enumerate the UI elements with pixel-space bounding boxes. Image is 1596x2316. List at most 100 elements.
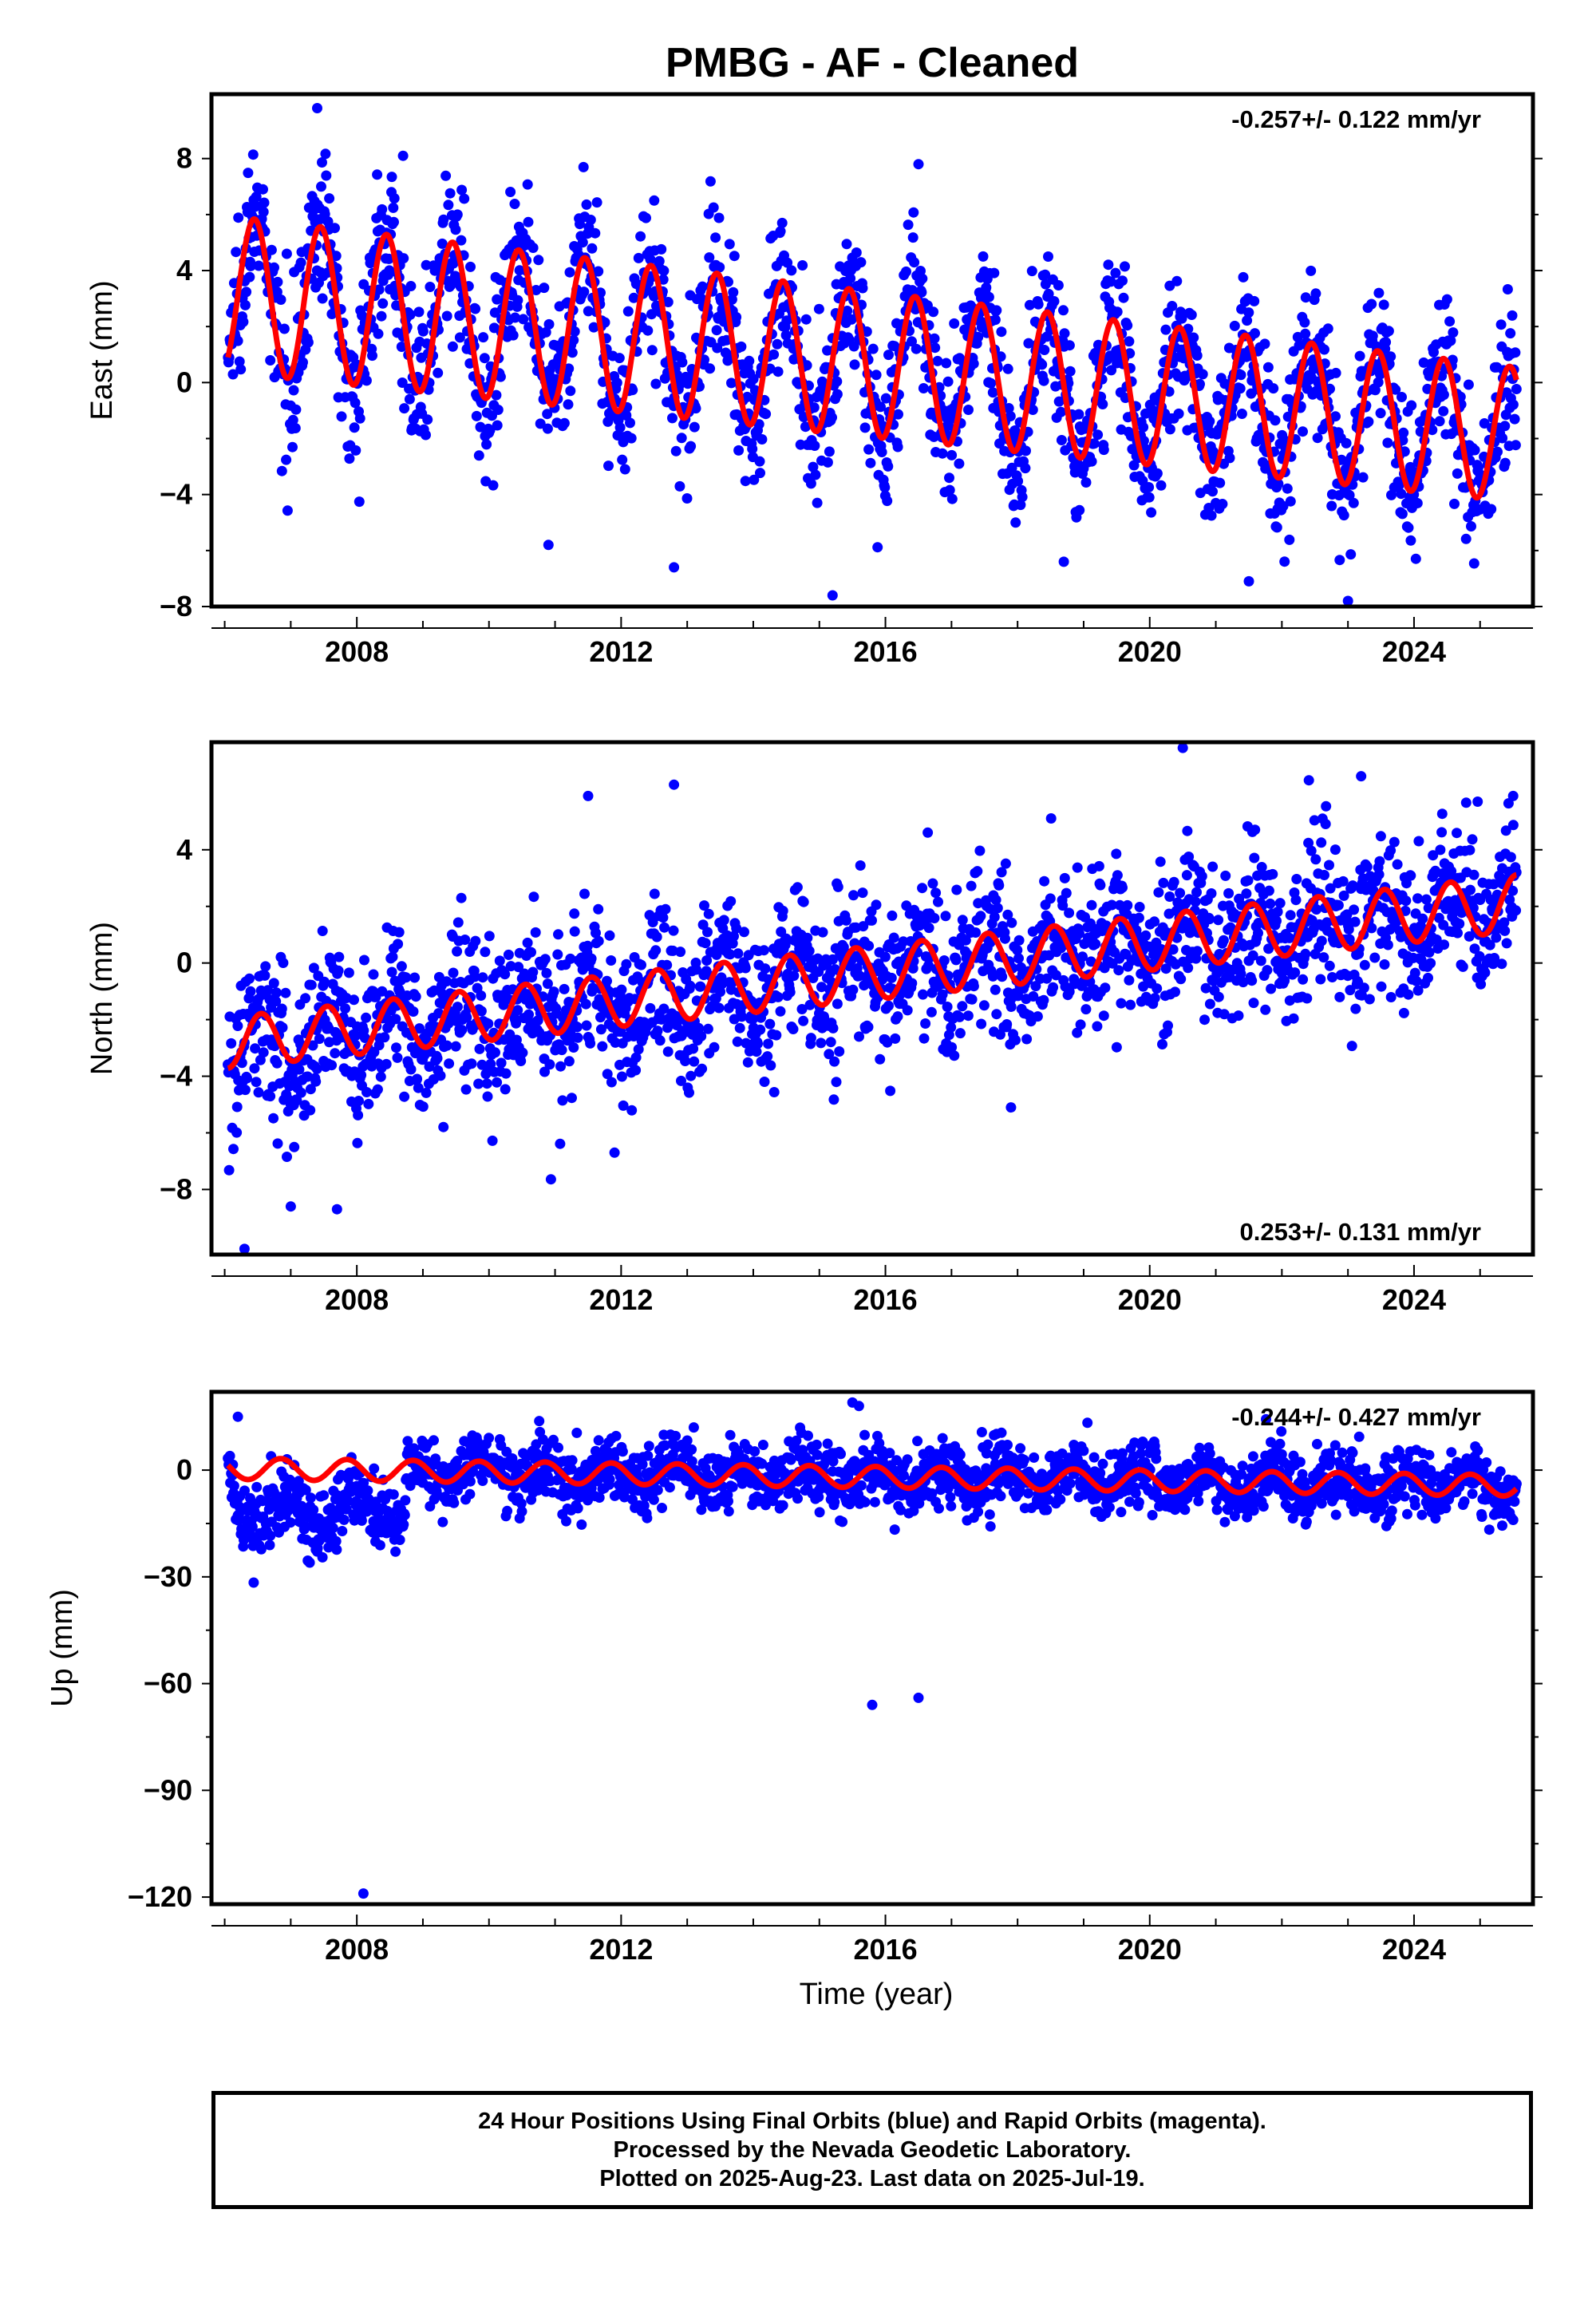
data-point (724, 239, 735, 250)
data-point (245, 260, 256, 271)
data-point (907, 978, 918, 989)
data-point (317, 1551, 328, 1563)
data-point (1468, 869, 1479, 880)
data-point (512, 294, 523, 306)
data-point (940, 911, 951, 922)
data-point (736, 341, 747, 352)
data-point (1511, 905, 1522, 916)
data-point (485, 1058, 496, 1069)
east-model-line (225, 216, 1519, 501)
data-point (1160, 324, 1171, 335)
data-point (1390, 384, 1401, 395)
data-point (651, 931, 662, 943)
data-point (1373, 869, 1385, 880)
data-point (1424, 947, 1435, 958)
data-point (1423, 903, 1434, 914)
data-point (539, 1066, 550, 1077)
data-point (239, 299, 251, 310)
data-point (1158, 877, 1169, 888)
data-point (1435, 844, 1446, 856)
data-point (1303, 837, 1314, 848)
data-point (318, 1490, 330, 1501)
data-point (1243, 307, 1254, 318)
data-point (883, 350, 894, 361)
data-point (764, 1018, 776, 1030)
data-point (464, 1476, 476, 1487)
data-point (1375, 408, 1386, 419)
data-point (652, 1026, 663, 1037)
data-point (1183, 962, 1194, 974)
data-point (996, 326, 1007, 338)
data-point (1160, 963, 1171, 974)
data-point (1041, 973, 1053, 984)
data-point (1268, 383, 1279, 394)
data-point (1013, 476, 1024, 487)
data-point (824, 1049, 835, 1060)
data-point (1400, 895, 1412, 907)
data-point (437, 238, 448, 249)
data-point (994, 879, 1005, 891)
data-point (1092, 1021, 1103, 1032)
data-point (1173, 408, 1184, 419)
data-point (483, 1018, 494, 1030)
data-point (641, 212, 651, 223)
data-point (759, 1077, 770, 1087)
data-point (1270, 415, 1281, 426)
data-point (321, 170, 332, 181)
data-point (702, 1023, 713, 1034)
data-point (491, 389, 502, 401)
data-point (630, 1052, 642, 1063)
data-point (828, 1094, 839, 1105)
data-point (1175, 974, 1187, 985)
data-point (433, 367, 444, 378)
data-point (531, 285, 542, 295)
data-point (1348, 497, 1359, 508)
data-point (989, 911, 1000, 923)
data-point (1469, 943, 1480, 954)
data-point (628, 292, 639, 303)
data-point (1300, 292, 1311, 303)
data-point (1255, 955, 1266, 966)
data-point (389, 193, 400, 204)
data-point (930, 342, 941, 354)
data-point (540, 326, 551, 338)
data-point (753, 419, 764, 430)
data-point (734, 1022, 745, 1034)
data-point-outlier (649, 195, 660, 206)
data-point (593, 1435, 604, 1446)
data-point (981, 282, 992, 293)
data-point (350, 445, 361, 456)
data-point (1235, 968, 1246, 979)
data-point (282, 1152, 292, 1162)
data-point (867, 915, 877, 926)
data-point (236, 1057, 247, 1069)
data-point (911, 343, 922, 354)
data-point (776, 217, 788, 228)
data-point (473, 1078, 484, 1089)
data-point (527, 966, 539, 978)
data-point (1406, 400, 1417, 411)
data-point (553, 1442, 563, 1453)
data-point (1273, 478, 1284, 489)
data-point (922, 827, 934, 838)
data-point (259, 197, 270, 208)
data-point (253, 1087, 264, 1098)
data-point (461, 1012, 472, 1023)
data-point (1010, 1034, 1021, 1045)
data-point (1098, 1010, 1109, 1022)
data-point (1235, 370, 1246, 381)
data-point (747, 444, 758, 454)
data-point (593, 903, 604, 915)
data-point (469, 971, 480, 982)
data-point (1110, 267, 1121, 279)
data-point (1330, 411, 1341, 422)
data-point (757, 434, 768, 445)
data-point (960, 935, 971, 946)
data-point (617, 454, 628, 465)
data-point (1502, 284, 1513, 294)
data-point (1327, 972, 1337, 982)
data-point (715, 986, 726, 998)
data-point (253, 260, 264, 271)
data-point (1262, 965, 1273, 976)
data-point (954, 1028, 966, 1039)
